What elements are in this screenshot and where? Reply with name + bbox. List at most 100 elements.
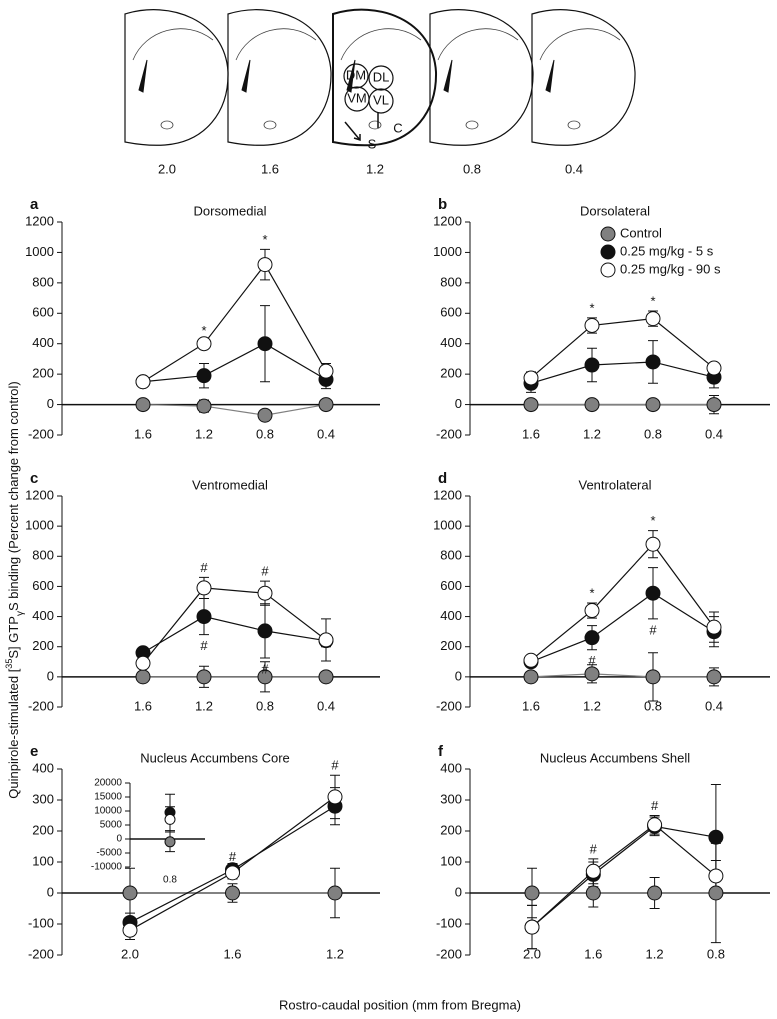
data-point: [585, 863, 601, 879]
y-tick-label: 1000: [25, 244, 54, 259]
y-tick-label: 600: [32, 305, 54, 320]
x-tick-label: 1.6: [134, 698, 152, 713]
callosum: [235, 28, 317, 61]
data-point: [523, 370, 539, 386]
data-point: [257, 669, 273, 685]
y-tick-label: 400: [32, 608, 54, 623]
series-line: [142, 343, 327, 383]
section-label: 1.6: [261, 161, 279, 176]
data-point: [257, 407, 273, 423]
y-tick-label: 800: [32, 274, 54, 289]
annotation: #: [200, 638, 208, 653]
x-tick-label: 0.8: [644, 698, 662, 713]
data-point: [523, 669, 539, 685]
y-tick-label: 200: [440, 366, 462, 381]
data-point: [135, 374, 151, 390]
y-tick-label: 0: [116, 834, 122, 845]
data-point: [196, 336, 212, 352]
data-point: [524, 919, 540, 935]
section-label: 0.4: [565, 161, 583, 176]
section-outline: [531, 9, 636, 146]
data-point: [164, 836, 176, 848]
region-label: VM: [347, 90, 367, 105]
y-tick-label: -200: [436, 426, 462, 441]
y-tick-label: 800: [32, 548, 54, 563]
data-point: [708, 829, 724, 845]
x-tick-label: 1.6: [584, 946, 602, 961]
data-point: [645, 397, 661, 413]
section-outline: [227, 9, 332, 146]
data-point: [135, 655, 151, 671]
x-tick-label: 0.8: [163, 875, 177, 886]
series-line: [142, 263, 327, 383]
y-tick-label: 10000: [94, 806, 122, 817]
annotation: #: [200, 560, 208, 575]
chart-title: Ventrolateral: [579, 477, 652, 492]
y-tick-label: 1200: [25, 487, 54, 502]
data-point: [257, 336, 273, 352]
legend-label: Control: [620, 225, 662, 240]
panel-letter: f: [438, 743, 444, 760]
x-tick-label: 1.2: [646, 946, 664, 961]
data-point: [122, 922, 138, 938]
panel-letter: d: [438, 470, 447, 487]
y-tick-label: 0: [47, 396, 54, 411]
data-point: [584, 397, 600, 413]
y-tick-label: -200: [436, 698, 462, 713]
section-outline: [429, 9, 534, 146]
region-label: VL: [373, 92, 389, 107]
y-tick-label: 400: [440, 760, 462, 775]
region-circle: [343, 63, 369, 89]
commissure: [465, 120, 479, 130]
annotation: *: [589, 300, 594, 315]
data-point: [327, 885, 343, 901]
y-tick-label: 400: [440, 335, 462, 350]
x-tick-label: 0.4: [317, 698, 335, 713]
y-tick-label: -10000: [91, 862, 123, 873]
chart-title: Nucleus Accumbens Shell: [540, 750, 690, 765]
y-tick-label: 1000: [433, 518, 462, 533]
annotation: #: [588, 653, 596, 668]
data-point: [708, 868, 724, 884]
y-tick-label: 100: [32, 853, 54, 868]
data-point: [257, 257, 273, 273]
annotation: *: [589, 585, 594, 600]
y-tick-label: 800: [440, 548, 462, 563]
section-label: 1.2: [366, 161, 384, 176]
annotation: *: [201, 323, 206, 338]
series-line: [142, 587, 327, 664]
y-tick-label: 0: [455, 668, 462, 683]
y-axis-title: Quinpirole-stimulated [35S] GTPγS bindin…: [4, 381, 26, 799]
x-tick-label: 1.6: [134, 426, 152, 441]
legend-marker: [600, 226, 616, 242]
y-tick-label: 100: [440, 853, 462, 868]
y-tick-label: 5000: [100, 820, 123, 831]
y-title-sup: 35: [4, 659, 14, 669]
data-point: [523, 652, 539, 668]
callosum: [132, 28, 214, 61]
data-point: [645, 354, 661, 370]
y-tick-label: 1200: [433, 487, 462, 502]
x-tick-label: 0.4: [317, 426, 335, 441]
data-point: [584, 666, 600, 682]
region-circle: [368, 65, 394, 91]
data-point: [523, 397, 539, 413]
legend-label: 0.25 mg/kg - 90 s: [620, 261, 721, 276]
data-point: [318, 632, 334, 648]
y-tick-label: 300: [440, 791, 462, 806]
data-point: [584, 603, 600, 619]
x-tick-label: 2.0: [523, 946, 541, 961]
chart-title: Ventromedial: [192, 477, 268, 492]
chart-title: Nucleus Accumbens Core: [140, 750, 290, 765]
y-tick-label: 0: [47, 668, 54, 683]
section-label: 2.0: [158, 161, 176, 176]
x-axis-title: Rostro-caudal position (mm from Bregma): [279, 997, 521, 1012]
callosum: [539, 28, 621, 61]
data-point: [196, 398, 212, 414]
data-point: [318, 669, 334, 685]
data-point: [584, 317, 600, 333]
region-label: DM: [346, 67, 366, 82]
data-point: [706, 669, 722, 685]
y-tick-label: 200: [32, 366, 54, 381]
y-tick-label: 0: [455, 884, 462, 899]
